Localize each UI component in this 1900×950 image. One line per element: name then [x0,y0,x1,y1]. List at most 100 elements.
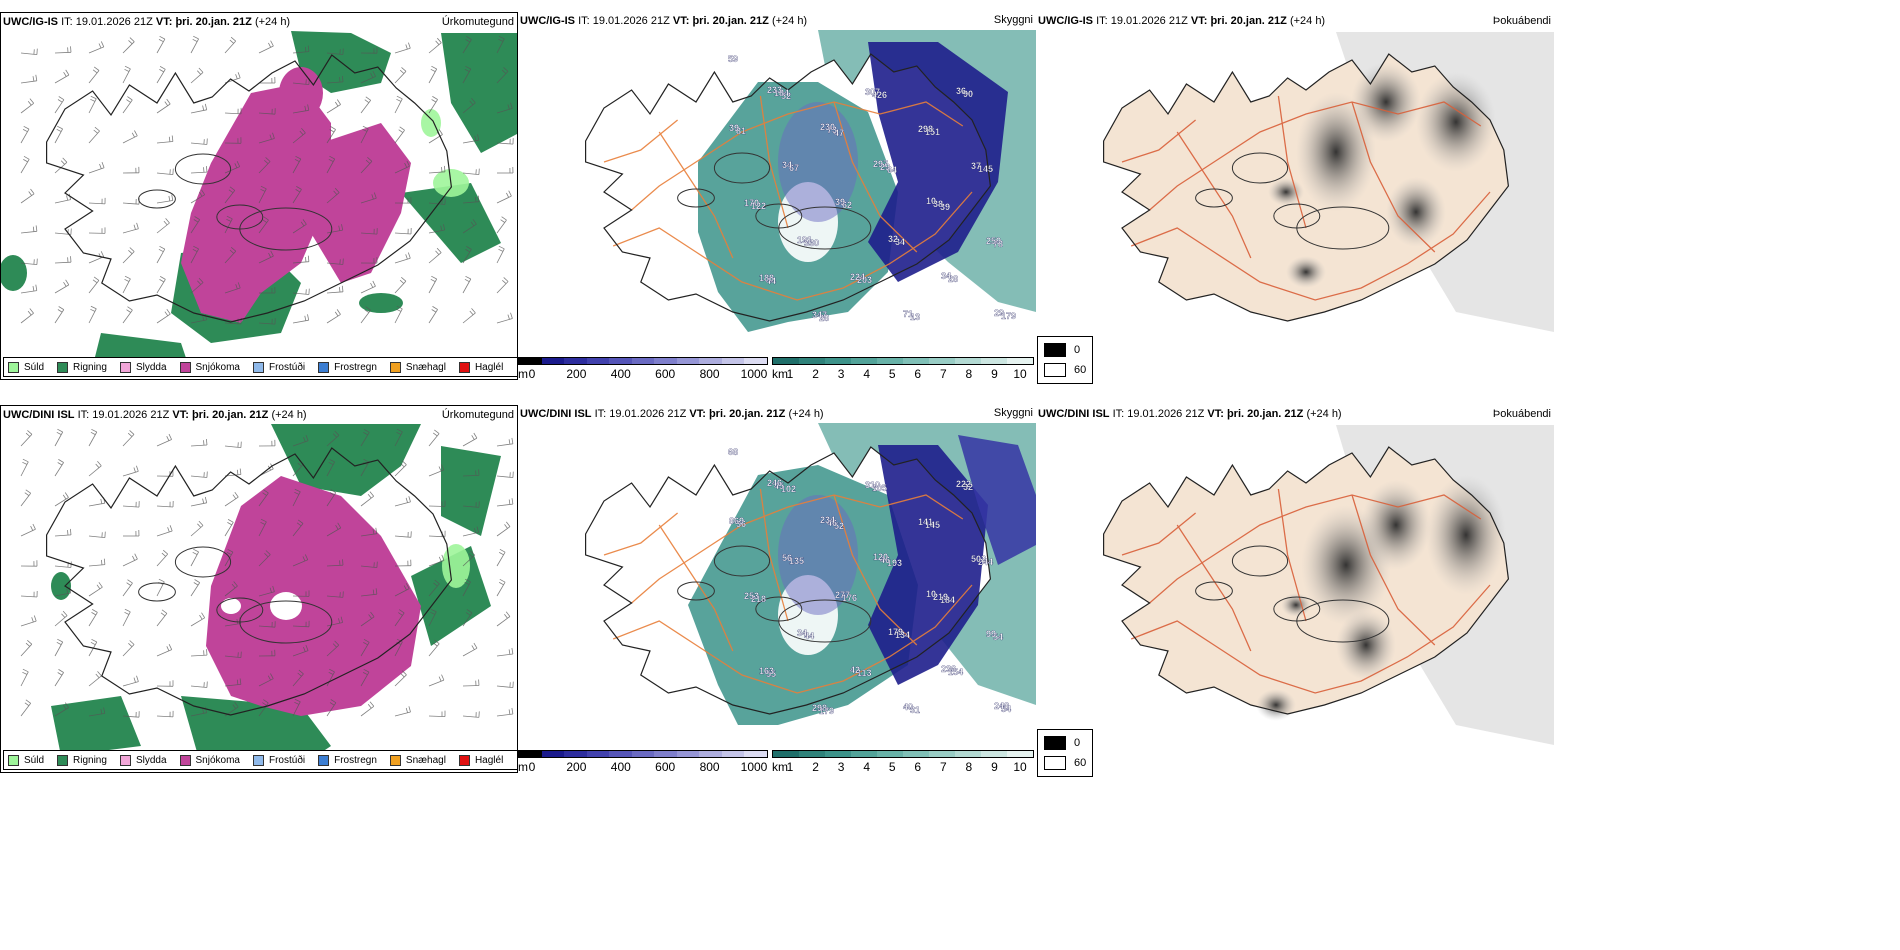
valid-label: VT: [1207,408,1224,420]
ceiling-value-label: 44 [804,631,814,641]
coastline [585,446,992,715]
ceiling-value-label: 218 [751,594,766,604]
ceiling-value-label: 233 [767,85,782,95]
ceiling-value-label: 141 [918,517,933,527]
colorbar-tick: 1000 [740,367,768,381]
fog-index-area [1336,610,1396,680]
legend-item: Frostúði [252,361,305,373]
snow-area [279,67,323,119]
fog-index-area [1386,177,1446,247]
ceiling-value-label: 222 [956,479,971,489]
ceiling-value-label: 44 [766,276,776,286]
ceiling-value-label: 68 [728,447,738,457]
colorbar-tick: 400 [610,760,631,774]
ceiling-value-label: 502 [971,554,986,564]
legend-swatch [57,754,69,766]
rain-area [359,293,403,313]
init-time: 19.01.2026 21Z [592,15,670,27]
ceiling-value-label: 46 [827,518,837,528]
ceiling-value-label: 179 [888,627,903,637]
colorbar-tick: 8 [965,367,973,381]
ceiling-value-label: 81 [736,126,746,136]
legend-swatch [179,361,191,373]
ceiling-value-label: 54 [993,632,1003,642]
coastline [46,54,453,323]
ceiling-value-label: 105 [872,483,887,493]
legend-swatch [8,754,19,766]
lead-time: (+24 h) [771,15,808,27]
model-name: UWC/DINI ISL [520,408,592,420]
ceiling-value-label: 59 [728,54,738,64]
lead-time: (+24 h) [254,16,291,28]
ceiling-value-label: 29 [994,308,1004,318]
fog-legend-low-label: 60 [1074,757,1087,769]
legend-item: Slydda [119,754,167,766]
ceiling-value-label: 134 [895,630,910,640]
colorbar-unit: m [518,760,528,774]
legend-swatch [119,754,131,766]
ceiling-value-label: 71 [903,309,913,319]
coastline [46,447,453,716]
rain-area [1,255,27,291]
legend-swatch [389,361,401,373]
rain-area [411,546,491,646]
legend-label: Slydda [135,361,167,373]
ceiling-value-label: 203 [857,275,872,285]
legend-swatch [458,361,470,373]
colorbar-tick: 6 [914,367,922,381]
colorbar-tick: 3 [837,367,845,381]
colorbar-strip [518,357,768,365]
ceiling-value-label: 176 [842,593,857,603]
valid-time: þri. 20.jan. 21Z [175,16,252,28]
rain-area [51,696,141,756]
gap [270,592,302,620]
ceiling-labels: 59 52 47 64 39 78 44 28 426 151 145 122 330 203 13 90 81… [728,54,1016,323]
ceiling-value-label: 10 [926,589,936,599]
ceiling-value-label: 163 [759,666,774,676]
colorbar-unit: km [772,760,788,774]
ceiling-value-label: 36 [956,86,966,96]
legend-item: Snjókoma [179,361,240,373]
valid-label: VT: [689,408,706,420]
ceiling-value-label: 244 [978,557,993,567]
colorbar-tick: 1000 [740,760,768,774]
colorbar-tick: 0 [528,760,536,774]
ceiling-value-label: 113 [857,668,872,678]
ceiling-value-label: 193 [887,558,902,568]
ceiling-value-label: 310 [865,480,880,490]
colorbar-tick: 3 [837,760,845,774]
ceiling-value-label: 39 [729,123,739,133]
model-name: UWC/DINI ISL [3,409,75,421]
legend-label: Frostúði [268,754,306,766]
ceiling-value-label: 40 [903,702,913,712]
colorbar-tick: 5 [888,367,896,381]
ceiling-value-label: 151 [925,127,940,137]
ceiling-colorbar-top: m 0 200 400 600 800 1000 [518,357,768,381]
colorbar-tick: 1 [786,760,794,774]
legend-label: Frostregn [334,754,377,766]
rain-area [401,183,501,263]
ceiling-value-label: 45 [774,481,784,491]
ceiling-value-label: 145 [925,520,940,530]
legend-swatch [252,754,264,766]
ceiling-value-label: 56 [782,553,792,563]
init-time: 19.01.2026 21Z [1127,408,1205,420]
valid-label: VT: [172,409,189,421]
precip-legend: Súld Rigning Slydda Snjókoma Frostúði Frostre… [3,750,517,770]
panel-title: Þokuábendi [1492,15,1551,27]
ceiling-area [778,495,858,615]
ceiling-value-label: 52 [781,91,791,101]
run-info-top-fog: UWC/IG-IS IT: 19.01.2026 21Z VT: þri. 20… [1038,15,1325,27]
ceiling-value-label: 330 [804,238,819,248]
colorbar-unit: km [772,367,788,381]
ceiling-area [778,102,858,222]
fog-index-area [1268,178,1304,206]
ceiling-value-label: 179 [1001,311,1016,321]
ceiling-value-label: 37 [971,161,981,171]
ceiling-value-label: 34 [941,271,951,281]
coastline [585,53,992,322]
fog-legend-low-swatch [1044,363,1066,377]
ceiling-value-label: 34 [797,628,807,638]
ceiling-value-label: 236 [941,664,956,674]
colorbar-tick: 0 [528,367,536,381]
